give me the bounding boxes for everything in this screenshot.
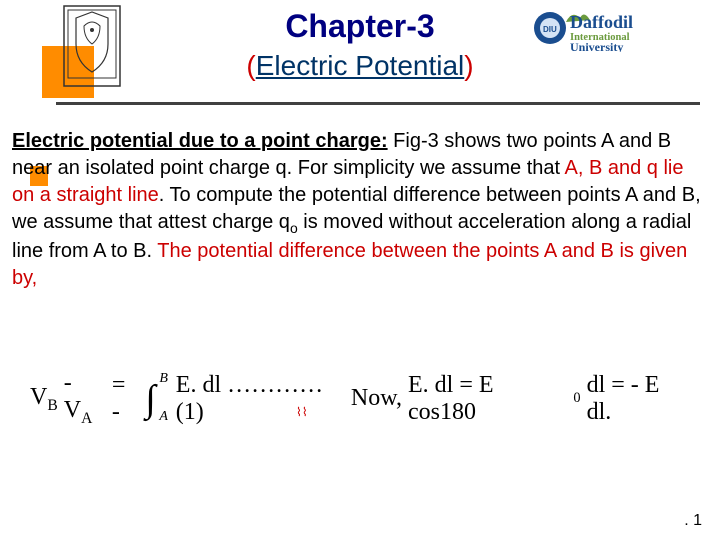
paren-open: ( [246,50,255,81]
eq-now-label: Now, [351,385,402,412]
subtitle-text: Electric Potential [256,50,465,81]
equation-row: VB - VA = - ∫BA E. dl …………(1) Now, E. dl… [30,370,690,428]
integral-lower: A [159,409,168,425]
eq-va: - VA [64,370,106,428]
section-heading: Electric potential due to a point charge… [12,130,388,152]
page-number: . 1 [684,512,702,530]
integral-upper: B [159,371,168,387]
subscript-o: o [290,220,298,236]
integral-symbol: ∫BA [145,377,155,421]
eq-rhs: E. dl = E cos180 [408,372,567,426]
header-divider [56,102,700,105]
equation-right: Now, E. dl = E cos180 0 dl = - E dl. [351,372,690,426]
eq-rhs-sup: 0 [573,390,580,407]
header: DIU Daffodil International University Ch… [0,0,720,110]
chapter-subtitle: (Electric Potential) [0,50,720,82]
eq-rhs-tail: dl = - E dl. [587,372,690,426]
chapter-title: Chapter-3 [0,8,720,45]
red-squiggle-mark: ⌇⌇ [296,405,308,419]
eq-equals: = - [112,372,140,426]
equation-left: VB - VA = - ∫BA E. dl …………(1) [30,370,351,428]
integrand: E. dl …………(1) [176,372,351,426]
paren-close: ) [464,50,473,81]
eq-vb: VB [30,384,58,415]
body-paragraph: Electric potential due to a point charge… [12,128,708,292]
